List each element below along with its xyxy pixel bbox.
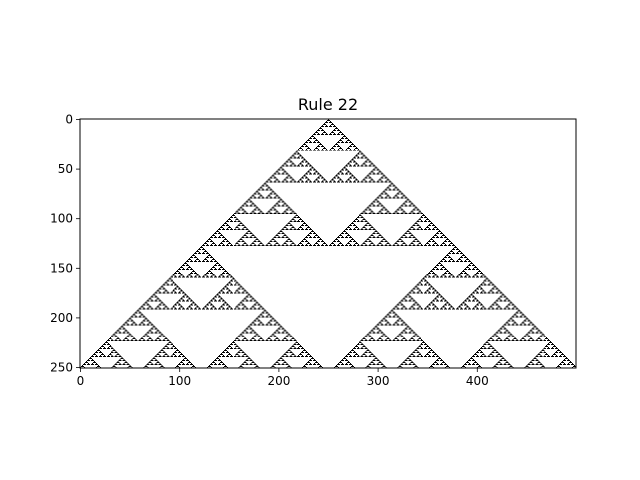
- chart-title: Rule 22: [298, 95, 358, 114]
- y-tick-label: 250: [50, 361, 73, 375]
- x-tick-label: 0: [77, 374, 85, 388]
- x-tick-label: 200: [267, 374, 290, 388]
- y-tick-label: 200: [50, 311, 73, 325]
- x-tick-label: 400: [466, 374, 489, 388]
- x-tick-label: 300: [367, 374, 390, 388]
- plot-area: [79, 118, 577, 369]
- y-tick-label: 150: [50, 261, 73, 275]
- y-axis: 0 50 100 150 200 250: [50, 112, 80, 375]
- y-tick-label: 100: [50, 212, 73, 226]
- x-axis: 0 100 200 300 400: [77, 368, 489, 388]
- x-tick-label: 100: [168, 374, 191, 388]
- plot-frame: [79, 118, 577, 369]
- y-tick-label: 50: [58, 162, 73, 176]
- automaton-image: [80, 119, 576, 368]
- y-tick-label: 0: [65, 112, 73, 126]
